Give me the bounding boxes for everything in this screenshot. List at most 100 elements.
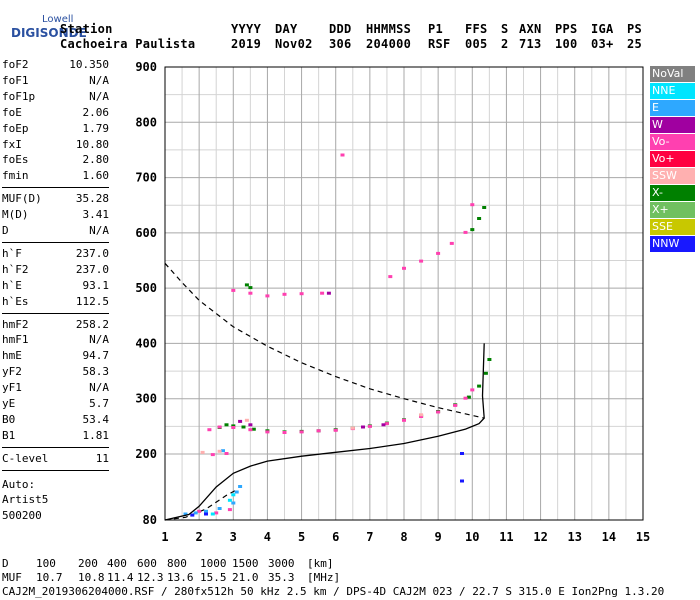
- trace-point-vo-: [470, 203, 475, 207]
- x-tick-label: 5: [298, 530, 305, 544]
- trace-point-vo-: [282, 292, 287, 296]
- trace-point-vo-: [402, 418, 406, 422]
- trace-point-vo-: [217, 425, 222, 429]
- param-key: hmF2: [2, 317, 29, 331]
- plot-frame: [164, 66, 644, 521]
- x-tick-label: 15: [636, 530, 650, 544]
- trace-point-vo-: [470, 388, 475, 392]
- trace-point-ssw: [419, 413, 424, 417]
- param-value: N/A: [89, 73, 109, 87]
- auto-info-line: Auto:: [2, 477, 36, 491]
- logo-line2: DIGISONDE: [11, 26, 87, 40]
- trace-point-x-: [251, 427, 256, 431]
- header-ps-value: 25: [627, 37, 643, 51]
- header-day-value: Nov02: [275, 37, 313, 51]
- header-hhmmss-value: 204000: [366, 37, 412, 51]
- param-key: fxI: [2, 137, 22, 151]
- x-tick-label: 9: [435, 530, 442, 544]
- header-p1-label: P1: [428, 22, 444, 36]
- param-ye: yE 5.7: [2, 397, 109, 412]
- trace-point-e: [217, 507, 222, 510]
- distance-value: [km]: [307, 557, 334, 570]
- param-value: 258.2: [75, 317, 109, 331]
- y-tick-label: 800: [135, 115, 157, 129]
- legend-item-vo-: Vo-: [650, 134, 695, 150]
- muf-value: [MHz]: [307, 571, 341, 584]
- param-value: 1.79: [82, 121, 110, 135]
- distance-value: 400: [107, 557, 127, 570]
- distance-value: 3000: [268, 557, 295, 570]
- param-key: yE: [2, 397, 16, 410]
- distance-label: D: [2, 557, 9, 570]
- trace-point-e: [193, 511, 198, 515]
- trace-point-vo-: [248, 291, 253, 295]
- param-separator: [2, 469, 109, 471]
- electron-density-profile-curve: [164, 343, 485, 521]
- trace-point-vo-: [316, 429, 321, 433]
- param-separator: [2, 312, 109, 314]
- trace-point-vo-: [419, 415, 424, 418]
- trace-point-vo-: [436, 251, 441, 255]
- muf-value: 10.7: [36, 571, 63, 584]
- legend-item-x-: X+: [650, 202, 695, 218]
- x-tick-label: 8: [400, 530, 407, 544]
- trace-point-vo-: [207, 428, 212, 432]
- trace-point-e: [238, 485, 243, 488]
- trace-point-vo-: [299, 430, 304, 434]
- trace-point-w: [326, 291, 331, 295]
- trace-point-x-: [224, 423, 229, 427]
- header-day-label: DAY: [275, 22, 298, 36]
- param-key: foEs: [2, 153, 29, 167]
- legend-label: X+: [652, 203, 669, 216]
- param-separator: [2, 241, 109, 243]
- trace-point-e: [204, 509, 208, 513]
- legend-label: E: [652, 101, 659, 114]
- trace-point-vo-: [463, 230, 468, 234]
- x-tick-label: 2: [196, 530, 203, 544]
- param-value: 1.81: [82, 428, 110, 442]
- param-value: 10.350: [69, 58, 109, 71]
- trace-point-vo-: [384, 422, 389, 426]
- trace-point-vo-: [367, 424, 372, 428]
- header-axn-value: 713: [519, 37, 542, 51]
- muf-value: 15.5: [200, 571, 227, 584]
- param-value: 11: [95, 451, 109, 465]
- legend-label: SSW: [652, 169, 677, 182]
- param-value: N/A: [89, 224, 109, 237]
- muf-low-dashed-curve: [164, 489, 237, 521]
- param-value: 35.28: [75, 192, 109, 206]
- trace-point-w: [248, 423, 253, 427]
- trace-point-vo-: [436, 410, 441, 414]
- trace-point-x-: [470, 228, 475, 232]
- trace-point-vo-: [333, 428, 338, 432]
- param-hmf2: hmF2 258.2: [2, 318, 109, 333]
- param-key: foF2: [2, 58, 29, 71]
- trace-point-ssw: [350, 426, 355, 430]
- param-value: 112.5: [75, 294, 109, 308]
- trace-point-vo-: [197, 509, 202, 513]
- param-key: B0: [2, 412, 16, 426]
- trace-point-vo-: [282, 431, 287, 434]
- trace-point-e: [234, 490, 239, 494]
- trace-point-ssw: [200, 450, 205, 454]
- param-hmf1: hmF1 N/A: [2, 333, 109, 348]
- muf-value: 21.0: [232, 571, 259, 584]
- x-tick-label: 11: [499, 530, 513, 544]
- legend-label: NNE: [652, 84, 676, 97]
- param-fof2: foF2 10.350: [2, 58, 109, 73]
- x-tick-label: 14: [602, 530, 616, 544]
- header-ps-label: PS: [627, 22, 643, 36]
- trace-point-ssw: [244, 418, 249, 422]
- param-yf1: yF1 N/A: [2, 381, 109, 396]
- param-c-level: C-level 11: [2, 452, 109, 467]
- param-h-es: h`Es 112.5: [2, 295, 109, 310]
- legend-label: Vo-: [652, 135, 670, 148]
- trace-point-nne: [231, 493, 236, 497]
- param-key: h`Es: [2, 294, 29, 308]
- trace-point-nne: [210, 512, 215, 516]
- trace-point-vo-: [340, 153, 345, 157]
- trace-point-vo-: [320, 291, 325, 295]
- trace-point-x-: [482, 206, 487, 209]
- trace-point-vo-: [402, 266, 406, 270]
- param-key: B1: [2, 428, 16, 442]
